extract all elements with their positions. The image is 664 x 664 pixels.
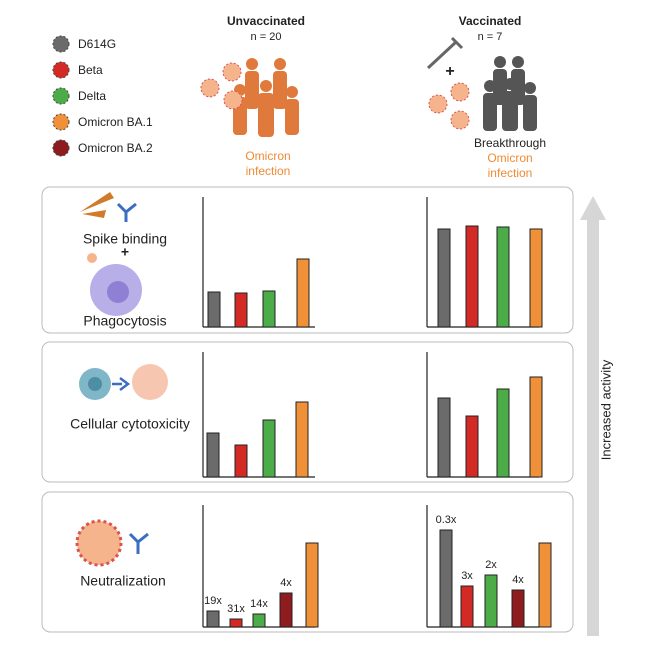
legend-swatch <box>52 87 70 105</box>
bar <box>207 291 221 328</box>
bar-label: 4x <box>512 574 524 586</box>
bar <box>529 228 543 328</box>
bar <box>496 388 510 478</box>
bar <box>465 225 479 328</box>
bar <box>262 290 276 328</box>
bar <box>484 574 498 628</box>
bar <box>305 542 319 628</box>
group-title: Unvaccinated <box>227 14 305 28</box>
infection-label: Omicron <box>245 149 290 163</box>
bar <box>296 258 310 328</box>
antibody-icon <box>80 192 137 222</box>
bar <box>439 529 453 628</box>
bar <box>496 226 510 328</box>
legend-label: Beta <box>78 63 103 77</box>
legend-label: Omicron BA.1 <box>78 115 153 129</box>
bar <box>262 419 276 478</box>
panel-label: + <box>121 244 129 260</box>
panel-label: Spike binding <box>83 231 167 247</box>
legend-label: D614G <box>78 37 116 51</box>
infection-label: Omicron <box>487 151 532 165</box>
bar-label: 19x <box>204 595 222 607</box>
panel-label: Neutralization <box>80 573 166 589</box>
bar <box>295 401 309 478</box>
people-icon <box>483 56 537 131</box>
bar <box>234 292 248 328</box>
bar-label: 3x <box>461 570 473 582</box>
bar <box>206 432 220 478</box>
phagocyte-icon <box>87 253 142 316</box>
syringe-icon <box>426 36 464 70</box>
infection-label: infection <box>488 166 533 180</box>
panel <box>41 186 574 334</box>
people-icon <box>233 58 299 137</box>
bar <box>460 585 474 628</box>
plus: + <box>445 63 454 80</box>
group-n: n = 7 <box>478 31 503 43</box>
virus-icon <box>75 519 149 567</box>
group-title: Vaccinated <box>459 14 522 28</box>
legend-label: Omicron BA.2 <box>78 141 153 155</box>
bar-label: 4x <box>280 577 292 589</box>
legend-label: Delta <box>78 89 106 103</box>
bar-label: 31x <box>227 603 245 615</box>
bar <box>252 613 266 628</box>
bar <box>206 610 220 628</box>
legend-swatch <box>52 35 70 53</box>
bar <box>234 444 248 478</box>
bar <box>538 542 552 628</box>
bar <box>465 415 479 478</box>
group-n: n = 20 <box>251 31 282 43</box>
legend-swatch <box>52 139 70 157</box>
legend-swatch <box>52 61 70 79</box>
bar <box>511 589 525 628</box>
bar <box>437 228 451 328</box>
bar <box>437 397 451 478</box>
virus-icon <box>200 62 470 130</box>
arrow-label: Increased activity <box>598 359 613 460</box>
bar <box>279 592 293 628</box>
infection-label: infection <box>246 164 291 178</box>
legend-swatch <box>52 113 70 131</box>
cytotoxicity-icon <box>79 364 168 400</box>
bar <box>229 618 243 628</box>
panel-label: Cellular cytotoxicity <box>70 416 190 432</box>
bar-label: 2x <box>485 559 497 571</box>
breakthrough-label: Breakthrough <box>474 136 546 150</box>
bar-label: 14x <box>250 598 268 610</box>
panel-label: Phagocytosis <box>83 313 166 329</box>
bar-label: 0.3x <box>436 514 457 526</box>
panel <box>41 341 574 483</box>
bar <box>529 376 543 478</box>
activity-arrow <box>580 196 606 636</box>
panel <box>41 491 574 633</box>
